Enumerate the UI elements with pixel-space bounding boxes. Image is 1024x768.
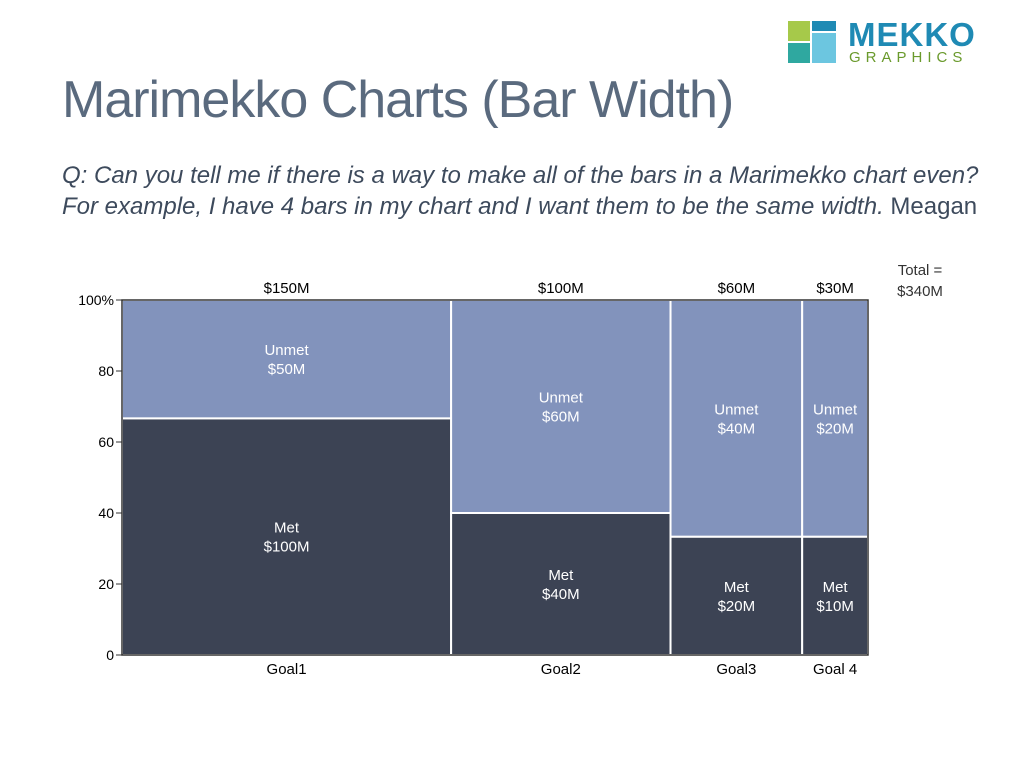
segment-value-unmet-4: $20M	[816, 420, 854, 437]
total-label-line1: Total =	[898, 262, 943, 279]
logo-tile-lightblue	[812, 33, 836, 63]
logo-tile-teal	[788, 43, 810, 63]
segment-unmet-3	[669, 299, 804, 538]
y-tick-label: 0	[106, 647, 114, 663]
segment-value-met-2: $40M	[542, 586, 580, 603]
y-tick-label: 80	[98, 363, 114, 379]
segment-value-met-4: $10M	[816, 598, 854, 615]
x-category-label: Goal 4	[813, 661, 857, 678]
y-tick-label: 100%	[78, 292, 114, 308]
segment-label-unmet-3: Unmet	[714, 401, 759, 418]
segment-unmet-4	[801, 299, 869, 538]
bar-total-label: $60M	[718, 280, 756, 297]
y-tick-label: 20	[98, 576, 114, 592]
segment-label-met-1: Met	[274, 520, 300, 537]
segment-value-unmet-3: $40M	[718, 420, 756, 437]
plot-frame	[121, 299, 869, 656]
x-category-label: Goal1	[267, 661, 307, 678]
logo-tile-green	[788, 21, 810, 41]
segment-label-met-3: Met	[724, 579, 750, 596]
question-body: Q: Can you tell me if there is a way to …	[62, 162, 979, 220]
logo-mark-icon	[788, 21, 836, 63]
page-title: Marimekko Charts (Bar Width)	[62, 71, 734, 129]
bar-total-label: $150M	[264, 280, 310, 297]
segment-value-met-3: $20M	[718, 598, 756, 615]
y-tick-label: 40	[98, 505, 114, 521]
segment-label-unmet-4: Unmet	[813, 401, 858, 418]
y-tick-label: 60	[98, 434, 114, 450]
segment-value-met-1: $100M	[264, 539, 310, 556]
segment-unmet-2	[450, 299, 672, 514]
segment-label-unmet-1: Unmet	[264, 342, 309, 359]
bar-total-label: $100M	[538, 280, 584, 297]
segment-unmet-1	[121, 299, 453, 420]
segment-value-unmet-1: $50M	[268, 361, 306, 378]
x-category-label: Goal3	[716, 661, 756, 678]
segment-met-1	[121, 417, 453, 657]
segment-label-unmet-2: Unmet	[539, 390, 584, 407]
total-label-line2: $340M	[897, 283, 943, 300]
segment-met-3	[669, 535, 804, 657]
segment-met-2	[450, 512, 672, 656]
x-category-label: Goal2	[541, 661, 581, 678]
question-text: Q: Can you tell me if there is a way to …	[62, 160, 982, 222]
mekko-graphics-logo: MEKKO GRAPHICS	[788, 16, 1003, 66]
logo-word-mekko: MEKKO	[848, 16, 976, 53]
logo-word-graphics: GRAPHICS	[849, 49, 968, 66]
segment-value-unmet-2: $60M	[542, 409, 580, 426]
segment-label-met-2: Met	[548, 567, 574, 584]
logo-tile-blue	[812, 21, 836, 31]
question-asker: Meagan	[890, 193, 978, 220]
bar-total-label: $30M	[816, 280, 854, 297]
segment-label-met-4: Met	[823, 579, 849, 596]
